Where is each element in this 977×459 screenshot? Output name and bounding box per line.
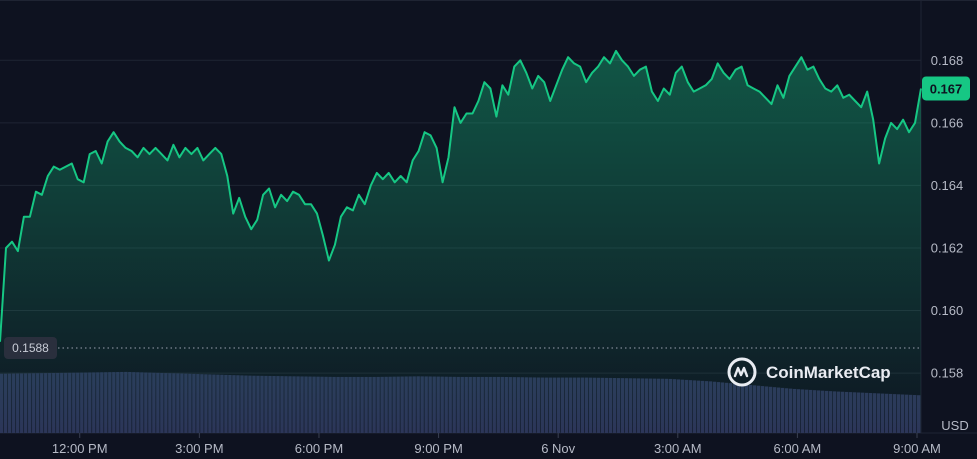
open-price-label: 0.1588 — [12, 341, 49, 355]
y-tick-label: 0.166 — [931, 115, 964, 130]
brand-watermark: CoinMarketCap — [727, 357, 891, 387]
y-tick-label: 0.164 — [931, 178, 964, 193]
y-tick-label: 0.158 — [931, 366, 964, 381]
x-tick-label: 6:00 AM — [774, 441, 822, 456]
x-tick-label: 3:00 AM — [654, 441, 702, 456]
coinmarketcap-logo-icon — [727, 357, 757, 387]
x-tick-label: 9:00 PM — [414, 441, 462, 456]
x-axis: 12:00 PM 3:00 PM 6:00 PM 9:00 PM 6 Nov 3:00 A… — [52, 433, 941, 456]
price-line — [0, 49, 922, 342]
price-area — [0, 50, 921, 434]
y-tick-label: 0.168 — [931, 53, 964, 68]
last-price-label: 0.167 — [930, 81, 963, 96]
open-price-badge: 0.1588 — [4, 337, 57, 359]
y-tick-label: 0.162 — [931, 240, 964, 255]
y-tick-label: 0.160 — [931, 303, 964, 318]
last-price-badge: 0.167 — [922, 76, 970, 101]
x-tick-label: 12:00 PM — [52, 441, 108, 456]
x-tick-label: 3:00 PM — [175, 441, 223, 456]
currency-label: USD — [941, 418, 968, 433]
x-tick-label: 6:00 PM — [295, 441, 343, 456]
brand-name: CoinMarketCap — [766, 363, 891, 382]
x-tick-label: 6 Nov — [541, 441, 575, 456]
y-axis: 0.168 0.166 0.164 0.162 0.160 0.158 — [931, 53, 964, 381]
x-tick-label: 9:00 AM — [893, 441, 941, 456]
